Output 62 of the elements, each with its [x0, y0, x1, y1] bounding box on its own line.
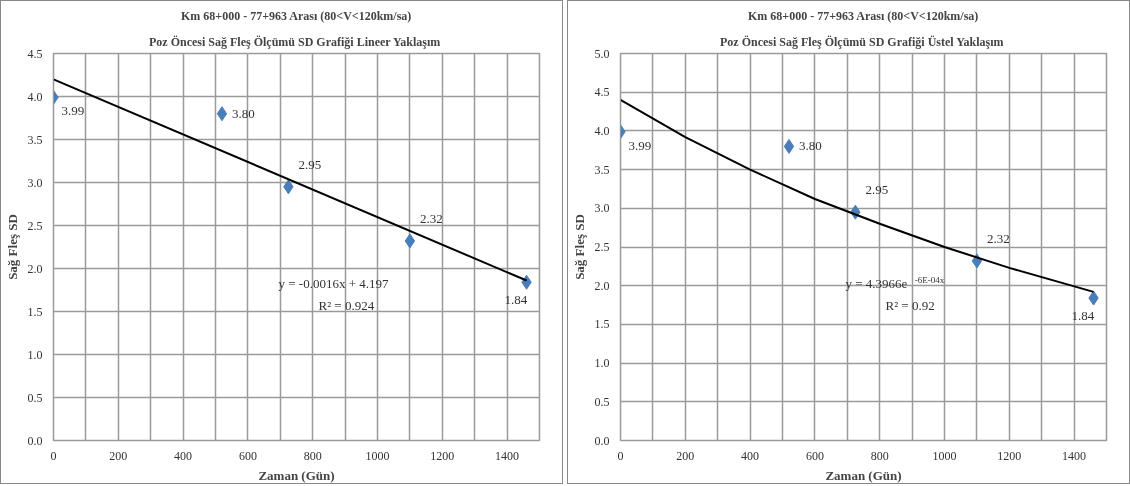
- chart-subtitle: Poz Öncesi Sağ Fleş Ölçümü SD Grafiği Lineer Yaklaşım: [149, 34, 441, 49]
- y-tick-label: 3.0: [27, 175, 43, 190]
- y-tick-label: 3.5: [27, 132, 43, 147]
- x-tick-label: 1400: [495, 448, 520, 463]
- x-tick-label: 0: [50, 448, 57, 463]
- chart-title: Km 68+000 - 77+963 Arası (80<V<120km/sa): [181, 8, 412, 23]
- y-axis-title: Sağ Fleş SD: [571, 214, 587, 280]
- y-tick-label: 2.0: [27, 261, 43, 276]
- y-tick-label: 4.5: [594, 85, 610, 100]
- y-tick-label: 1.0: [27, 347, 43, 362]
- y-tick-label: 4.0: [27, 89, 43, 104]
- data-label: 1.84: [504, 292, 528, 308]
- y-tick-label: 0.0: [594, 433, 610, 448]
- y-tick-label: 1.5: [594, 317, 610, 332]
- x-tick-label: 200: [676, 448, 695, 463]
- y-tick-label: 0.5: [594, 394, 610, 409]
- annotation: y = -0.0016x + 4.197: [278, 275, 389, 291]
- data-label: 2.32: [986, 230, 1010, 246]
- y-tick-label: 3.5: [594, 162, 610, 177]
- data-label: 2.95: [298, 156, 322, 172]
- y-axis-title: Sağ Fleş SD: [4, 214, 20, 280]
- point: [216, 106, 228, 122]
- y-tick-label: 2.0: [594, 278, 610, 293]
- data-label: 2.32: [419, 210, 443, 226]
- y-tick-label: 2.5: [594, 240, 610, 254]
- data-label: 2.95: [865, 182, 889, 198]
- x-axis-title: Zaman (Gün): [825, 467, 902, 483]
- data-label: 3.99: [628, 137, 652, 153]
- x-tick-label: 600: [805, 448, 824, 463]
- data-label: 3.99: [61, 103, 85, 119]
- y-tick-label: 1.0: [594, 356, 610, 371]
- x-tick-label: 0: [617, 448, 624, 463]
- y-tick-label: 4.5: [27, 46, 43, 61]
- x-tick-label: 1000: [365, 448, 390, 463]
- annotation: R² = 0.924: [318, 297, 375, 313]
- point: [783, 138, 795, 154]
- x-tick-label: 1200: [997, 448, 1022, 463]
- x-tick-label: 400: [741, 448, 760, 463]
- x-tick-label: 1000: [932, 448, 957, 463]
- x-tick-label: 1200: [430, 448, 455, 463]
- y-tick-label: 3.0: [594, 201, 610, 216]
- x-tick-label: 800: [870, 448, 889, 463]
- y-tick-label: 4.0: [594, 123, 610, 138]
- x-tick-label: 600: [238, 448, 257, 463]
- data-label: 1.84: [1071, 308, 1095, 324]
- y-tick-label: 0.0: [27, 433, 43, 448]
- x-tick-label: 400: [174, 448, 193, 463]
- annotation: R² = 0.92: [885, 297, 935, 313]
- y-tick-label: 0.5: [27, 390, 43, 405]
- data-label: 3.80: [798, 138, 822, 154]
- x-tick-label: 200: [109, 448, 128, 463]
- x-tick-label: 1400: [1062, 448, 1087, 463]
- y-tick-label: 2.5: [27, 218, 43, 233]
- x-tick-label: 800: [303, 448, 322, 463]
- chart-title: Km 68+000 - 77+963 Arası (80<V<120km/sa): [748, 8, 979, 23]
- y-tick-label: 1.5: [27, 304, 43, 319]
- point: [404, 233, 416, 249]
- chart-subtitle: Poz Öncesi Sağ Fleş Ölçümü SD Grafiği Üstel Yaklaşım: [720, 34, 1004, 49]
- x-axis-title: Zaman (Gün): [258, 467, 335, 483]
- y-tick-label: 5.0: [594, 46, 610, 61]
- data-label: 3.80: [231, 105, 255, 121]
- annotation: y = 4.3966e-6E-04x: [845, 274, 945, 291]
